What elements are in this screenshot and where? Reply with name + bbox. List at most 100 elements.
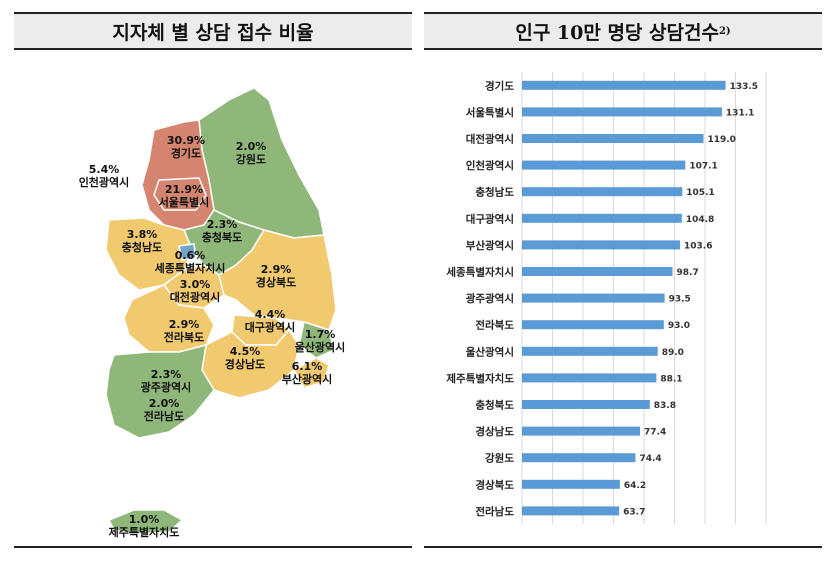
- map-label-15-name: 전라남도: [144, 409, 184, 423]
- chart-bar-8: [522, 293, 665, 303]
- chart-category-label-2: 대전광역시: [466, 133, 514, 146]
- chart-bar-1: [522, 107, 722, 117]
- chart-bar-10: [522, 346, 658, 356]
- rate-bar-chart: 경기도서울특별시대전광역시인천광역시충청남도대구광역시부산광역시세종특별자치시광…: [446, 72, 767, 525]
- map-label-8-name: 대전광역시: [170, 290, 221, 304]
- map-label-10-pct: 1.7%: [305, 328, 336, 341]
- map-label-13-pct: 6.1%: [292, 360, 323, 373]
- chart-bar-16: [522, 506, 620, 516]
- chart-value-label-13: 77.4: [644, 428, 666, 438]
- map-label-9-pct: 4.4%: [255, 308, 286, 321]
- map-label-14-pct: 2.3%: [151, 368, 182, 381]
- chart-bar-9: [522, 320, 664, 330]
- map-label-4-name: 충청북도: [202, 230, 242, 244]
- chart-value-label-14: 74.4: [639, 454, 661, 464]
- region-shape-seoul: [153, 177, 207, 211]
- chart-category-label-12: 충청북도: [475, 399, 514, 412]
- chart-value-label-7: 98.7: [677, 268, 699, 278]
- map-label-11-pct: 2.9%: [169, 318, 200, 331]
- chart-bar-15: [522, 479, 620, 489]
- chart-value-label-1: 131.1: [726, 108, 754, 118]
- map-label-16-name: 제주특별자치도: [109, 525, 180, 539]
- chart-category-label-4: 충청남도: [475, 186, 514, 199]
- chart-category-label-6: 부산광역시: [466, 239, 514, 252]
- map-label-3-pct: 21.9%: [165, 183, 203, 196]
- chart-value-label-5: 104.8: [686, 215, 714, 225]
- chart-category-label-3: 인천광역시: [466, 159, 514, 172]
- chart-category-label-7: 세종특별자치시: [446, 266, 514, 279]
- chart-bar-11: [522, 373, 657, 383]
- chart-value-labels: 133.5 131.1 119.0 107.1 105.1 104.8 103.6 98.7 9…: [623, 82, 758, 518]
- left-panel-bottom-rule: [14, 546, 412, 548]
- map-region-shapes: [105, 87, 337, 535]
- chart-value-label-12: 83.8: [654, 401, 676, 411]
- map-label-11-name: 전라북도: [164, 330, 204, 344]
- chart-value-label-4: 105.1: [686, 188, 714, 198]
- map-label-7-pct: 2.9%: [261, 263, 292, 276]
- chart-bar-14: [522, 453, 636, 463]
- map-label-15-pct: 2.0%: [149, 397, 180, 410]
- chart-value-label-0: 133.5: [730, 82, 758, 92]
- right-panel-title: 인구 10만 명당 상담건수 2): [424, 12, 822, 50]
- chart-value-label-15: 64.2: [624, 481, 646, 491]
- korea-choropleth-map: 30.9%경기도2.0%강원도5.4%인천광역시21.9%서울특별시2.3%충청…: [79, 87, 346, 539]
- map-label-5-pct: 3.8%: [127, 228, 158, 241]
- chart-value-label-9: 93.0: [668, 321, 690, 331]
- chart-category-label-16: 전라남도: [475, 505, 514, 518]
- map-region-labels: 30.9%경기도2.0%강원도5.4%인천광역시21.9%서울특별시2.3%충청…: [79, 134, 346, 539]
- chart-category-label-15: 경상북도: [475, 478, 514, 491]
- chart-category-labels: 경기도서울특별시대전광역시인천광역시충청남도대구광역시부산광역시세종특별자치시광…: [446, 79, 514, 518]
- region-shape-sejong: [178, 243, 197, 261]
- chart-bars: [522, 80, 726, 516]
- chart-bar-12: [522, 400, 650, 409]
- map-label-9-name: 대구광역시: [245, 320, 296, 334]
- chart-bar-3: [522, 160, 686, 170]
- map-label-10-name: 울산광역시: [295, 340, 346, 354]
- chart-value-label-2: 119.0: [707, 135, 735, 145]
- map-label-14-name: 광주광역시: [141, 380, 192, 394]
- map-label-3-name: 서울특별시: [159, 195, 210, 209]
- right-panel-title-text: 인구 10만 명당 상담건수: [515, 21, 719, 44]
- right-panel-title-footnote: 2): [718, 25, 731, 37]
- region-shape-busan: [292, 357, 330, 389]
- map-label-8-pct: 3.0%: [180, 278, 211, 291]
- chart-value-label-10: 89.0: [662, 348, 684, 358]
- chart-value-label-3: 107.1: [689, 162, 717, 172]
- map-label-12-pct: 4.5%: [230, 345, 261, 358]
- chart-category-label-0: 경기도: [485, 79, 514, 92]
- map-label-16-pct: 1.0%: [129, 513, 160, 526]
- map-label-2-name: 인천광역시: [79, 175, 130, 189]
- region-shape-jeonnam: [105, 343, 215, 439]
- map-label-2-pct: 5.4%: [89, 163, 120, 176]
- chart-category-label-9: 전라북도: [475, 319, 514, 332]
- region-shape-jeju: [107, 509, 184, 535]
- map-label-0-pct: 30.9%: [167, 134, 205, 147]
- chart-bar-4: [522, 187, 683, 197]
- chart-category-label-5: 대구광역시: [466, 212, 514, 225]
- region-shape-ulsan: [298, 321, 335, 359]
- chart-bar-6: [522, 240, 680, 250]
- left-panel-title: 지자체 별 상담 접수 비율: [14, 12, 412, 50]
- map-label-4-pct: 2.3%: [207, 218, 238, 231]
- map-label-1-name: 강원도: [236, 152, 266, 166]
- chart-value-label-6: 103.6: [684, 241, 712, 251]
- chart-category-label-1: 서울특별시: [466, 106, 514, 119]
- chart-bar-0: [522, 80, 726, 90]
- chart-value-label-11: 88.1: [660, 374, 682, 384]
- chart-category-label-14: 강원도: [485, 452, 514, 465]
- left-panel-title-text: 지자체 별 상담 접수 비율: [112, 21, 314, 44]
- chart-value-label-8: 93.5: [669, 295, 691, 305]
- right-panel-bottom-rule: [424, 546, 822, 548]
- chart-value-label-16: 63.7: [623, 507, 645, 517]
- chart-bar-2: [522, 134, 704, 143]
- map-label-1-pct: 2.0%: [236, 140, 267, 153]
- map-label-6-pct: 0.6%: [175, 249, 206, 262]
- chart-bar-5: [522, 213, 682, 223]
- chart-bar-7: [522, 267, 673, 276]
- chart-category-label-11: 제주특별자치도: [446, 372, 514, 385]
- map-label-7-name: 경상북도: [256, 275, 296, 289]
- map-label-6-name: 세종특별자치시: [155, 261, 226, 275]
- map-label-12-name: 경상남도: [225, 357, 265, 371]
- map-label-5-name: 충청남도: [122, 240, 162, 254]
- chart-category-label-10: 울산광역시: [466, 345, 514, 358]
